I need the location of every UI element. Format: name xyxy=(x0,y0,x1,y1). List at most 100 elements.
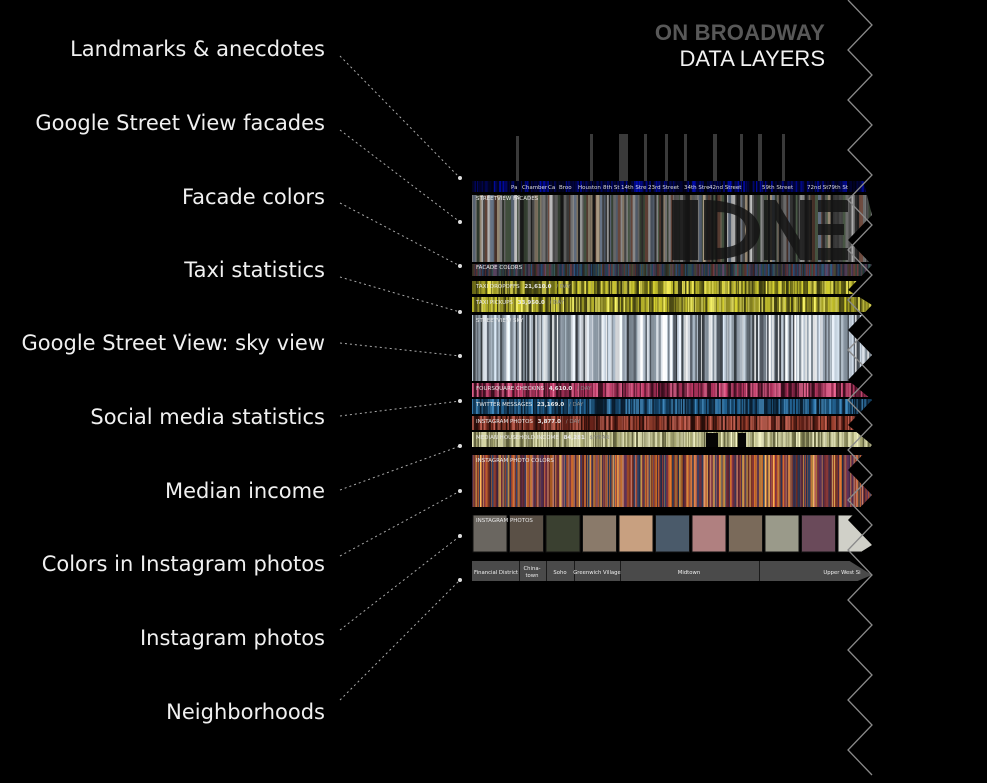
strip-segment xyxy=(502,399,505,414)
strip-segment xyxy=(488,264,490,276)
strip-segment xyxy=(693,455,696,507)
street-label: Broo xyxy=(559,185,572,191)
strip-segment xyxy=(670,281,674,294)
strip-segment xyxy=(727,315,729,381)
strip-segment xyxy=(511,181,514,192)
strip-segment xyxy=(755,432,757,447)
strip-segment xyxy=(563,432,565,447)
strip-segment xyxy=(776,315,779,381)
strip-segment xyxy=(508,297,510,312)
strip-segment xyxy=(495,416,497,430)
strip-segment xyxy=(581,181,584,192)
strip-segment xyxy=(505,195,509,262)
strip-segment xyxy=(852,399,854,414)
strip-segment xyxy=(736,383,739,397)
strip-segment xyxy=(711,315,713,381)
strip-segment xyxy=(811,264,812,276)
strip-segment xyxy=(527,181,529,192)
strip-segment xyxy=(837,383,840,397)
strip-segment xyxy=(829,416,832,430)
strip-segment xyxy=(769,264,771,276)
strip-segment xyxy=(833,281,836,294)
strip-segment xyxy=(580,383,582,397)
strip-segment xyxy=(867,181,870,192)
strip-segment xyxy=(489,399,491,414)
strip-segment xyxy=(624,383,626,397)
strip-segment xyxy=(681,297,684,312)
strip-segment xyxy=(656,281,659,294)
strip-segment xyxy=(623,297,626,312)
strip-segment xyxy=(649,416,651,430)
strip-segment xyxy=(613,181,615,192)
strip-segment xyxy=(632,416,635,430)
strip-segment xyxy=(701,297,704,312)
strip-segment xyxy=(853,432,855,447)
strip-segment xyxy=(508,264,510,276)
layer-label-landmarks: Landmarks & anecdotes xyxy=(70,37,325,61)
strip-segment xyxy=(633,315,637,381)
strip-segment xyxy=(479,181,481,192)
landmark-bar xyxy=(665,134,668,181)
strip-segment xyxy=(601,432,603,447)
strip-segment xyxy=(711,181,713,192)
torn-edge xyxy=(847,0,873,776)
strip-segment xyxy=(807,455,809,507)
strip-segment xyxy=(623,383,624,397)
strip-segment xyxy=(759,181,762,192)
strip-segment xyxy=(695,264,697,276)
strip-segment xyxy=(800,455,802,507)
strip-segment xyxy=(651,264,653,276)
strip-segment xyxy=(534,264,537,276)
strip-segment xyxy=(824,281,827,294)
strip-segment xyxy=(748,416,751,430)
strip-segment xyxy=(694,297,696,312)
strip-segment xyxy=(611,383,614,397)
strip-segment xyxy=(637,315,639,381)
strip-segment xyxy=(644,181,646,192)
strip-segment xyxy=(646,297,649,312)
strip-segment xyxy=(834,416,837,430)
stat-instagram-value: 3,877.0 xyxy=(538,419,561,425)
strip-segment xyxy=(587,432,589,447)
strip-segment xyxy=(687,432,689,447)
strip-segment xyxy=(835,416,837,430)
strip-segment xyxy=(728,383,731,397)
strip-segment xyxy=(518,281,520,294)
strip-segment xyxy=(602,264,605,276)
strip-segment xyxy=(811,181,813,192)
strip-segment xyxy=(855,315,857,381)
strip-segment xyxy=(485,264,487,276)
strip-segment xyxy=(654,432,656,447)
strip-segment xyxy=(751,432,754,447)
strip-segment xyxy=(711,416,714,430)
strip-segment xyxy=(594,399,597,414)
strip-segment xyxy=(484,432,486,447)
strip-segment xyxy=(673,181,675,192)
strip-segment xyxy=(676,416,678,430)
strip-segment xyxy=(680,455,682,507)
strip-segment xyxy=(605,416,607,430)
strip-segment xyxy=(845,416,848,430)
strip-segment xyxy=(746,264,749,276)
strip-segment xyxy=(827,383,830,397)
strip-segment xyxy=(500,297,502,312)
strip-segment xyxy=(811,195,814,262)
strip-segment xyxy=(529,281,531,294)
strip-segment xyxy=(604,455,606,507)
strip-segment xyxy=(821,399,823,414)
strip-segment xyxy=(784,297,786,312)
strip-segment xyxy=(730,297,733,312)
strip-segment xyxy=(840,297,844,312)
strip-segment xyxy=(479,455,482,507)
strip-segment xyxy=(518,455,520,507)
strip-segment xyxy=(489,297,490,312)
strip-segment xyxy=(675,416,677,430)
strip-segment xyxy=(695,383,697,397)
strip-segment xyxy=(828,455,830,507)
strip-segment xyxy=(677,416,679,430)
strip-segment xyxy=(797,455,799,507)
strip-segment xyxy=(554,399,557,414)
strip-segment xyxy=(560,432,563,447)
strip-segment xyxy=(862,399,865,414)
strip-segment xyxy=(699,195,701,262)
